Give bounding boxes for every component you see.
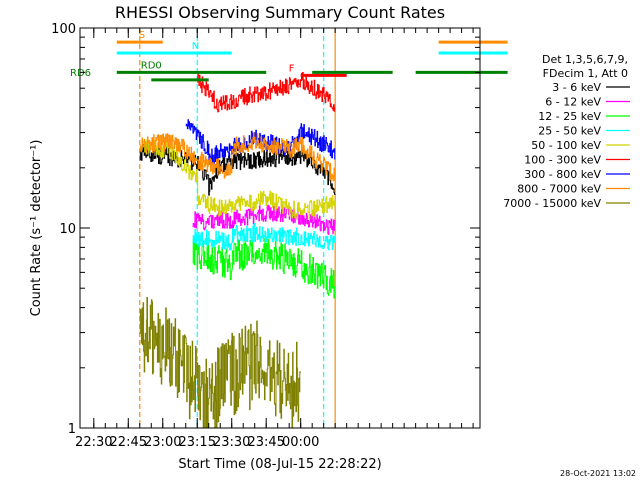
legend: Det 1,3,5,6,7,9,FDecim 1, Att 03 - 6 keV…	[503, 53, 630, 210]
legend-label-5: 100 - 300 keV	[524, 154, 601, 167]
legend-label-4: 50 - 100 keV	[531, 139, 601, 152]
series-line-1	[192, 204, 336, 235]
y-axis: 1 10 100	[51, 22, 480, 437]
legend-label-3: 25 - 50 keV	[538, 125, 601, 138]
flag-label-3: RD0	[141, 60, 162, 71]
series-line-4	[139, 137, 336, 220]
series-line-5	[197, 72, 336, 113]
x-tick-label-1: 22:45	[110, 435, 147, 450]
x-tick-label-6: 00:00	[282, 435, 319, 450]
y-tick-label-2: 100	[51, 22, 76, 37]
flag-label-2: F	[289, 63, 295, 74]
legend-header-1: FDecim 1, Att 0	[543, 67, 628, 80]
legend-label-6: 300 - 800 keV	[524, 168, 601, 181]
series-line-7	[139, 132, 336, 182]
flag-label-4: RD6	[70, 68, 91, 79]
legend-label-1: 6 - 12 keV	[545, 96, 601, 109]
x-tick-label-4: 23:30	[213, 435, 250, 450]
y-axis-label: Count Rate (s⁻¹ detector⁻¹)	[29, 140, 44, 317]
legend-label-0: 3 - 6 keV	[552, 81, 601, 94]
flag-label-1: N	[192, 41, 199, 52]
legend-label-7: 800 - 7000 keV	[517, 183, 601, 196]
series-line-8	[139, 297, 301, 429]
plot-area: S N F RD0 RD6	[70, 28, 508, 429]
series-line-3	[192, 223, 336, 251]
legend-label-2: 12 - 25 keV	[538, 110, 601, 123]
chart-title: RHESSI Observing Summary Count Rates	[115, 3, 445, 22]
x-tick-label-0: 22:30	[75, 435, 112, 450]
x-tick-label-5: 23:45	[247, 435, 284, 450]
y-tick-label-1: 10	[59, 222, 76, 237]
x-axis-label: Start Time (08-Jul-15 22:28:22)	[178, 457, 381, 472]
timestamp: 28-Oct-2021 13:02	[560, 469, 636, 478]
legend-label-8: 7000 - 15000 keV	[503, 197, 601, 210]
legend-header-0: Det 1,3,5,6,7,9,	[542, 53, 628, 66]
x-tick-label-3: 23:15	[179, 435, 216, 450]
series-line-2	[192, 237, 336, 299]
x-tick-label-2: 23:00	[144, 435, 181, 450]
y-tick-label-0: 1	[68, 422, 76, 437]
flag-label-0: S	[139, 30, 145, 41]
